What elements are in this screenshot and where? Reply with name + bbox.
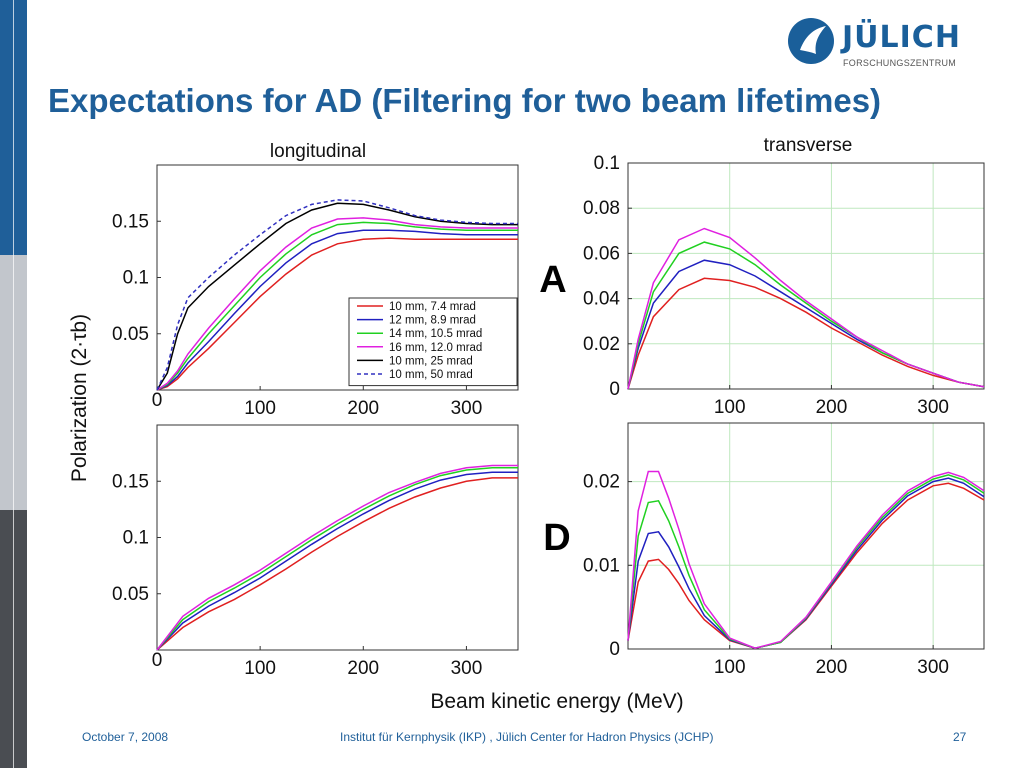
origin-label: 0 bbox=[152, 650, 163, 671]
series-line bbox=[156, 464, 518, 651]
origin-label: 0 bbox=[152, 390, 163, 411]
series-line bbox=[156, 202, 518, 391]
series-line bbox=[156, 467, 518, 651]
x-tick-label: 300 bbox=[917, 397, 949, 418]
series-line bbox=[156, 237, 518, 391]
x-tick-label: 100 bbox=[714, 397, 746, 418]
plot-frame bbox=[627, 162, 985, 390]
logo-subtitle: FORSCHUNGSZENTRUM bbox=[843, 58, 957, 68]
x-tick-label: 200 bbox=[816, 657, 848, 678]
julich-logo-mark-icon bbox=[788, 18, 834, 64]
y-tick-label: 0.06 bbox=[583, 243, 620, 264]
y-tick-label: 0.15 bbox=[112, 211, 149, 232]
footer-institute: Institut für Kernphysik (IKP) , Jülich C… bbox=[340, 730, 714, 744]
y-tick-label: 0 bbox=[609, 639, 620, 660]
y-tick-label: 0.05 bbox=[112, 584, 149, 605]
julich-logo: JÜLICH FORSCHUNGSZENTRUM bbox=[786, 14, 986, 76]
logo-wordmark: JÜLICH bbox=[842, 20, 961, 55]
series-line bbox=[156, 199, 518, 391]
y-tick-label: 0.04 bbox=[583, 289, 620, 310]
x-tick-label: 200 bbox=[816, 397, 848, 418]
y-axis-label: Polarization (2·τb) bbox=[68, 314, 91, 482]
plot-frame bbox=[156, 424, 519, 651]
series-line bbox=[156, 477, 518, 651]
y-tick-label: 0.1 bbox=[123, 528, 149, 549]
x-tick-label: 100 bbox=[244, 658, 276, 679]
legend-box bbox=[348, 297, 518, 387]
row-label-A: A bbox=[539, 259, 566, 301]
y-tick-label: 0 bbox=[609, 379, 620, 400]
legend-entry: 16 mm, 12.0 mrad bbox=[389, 342, 482, 354]
x-tick-label: 200 bbox=[347, 398, 379, 419]
series-line bbox=[627, 477, 985, 649]
series-line bbox=[627, 474, 985, 649]
series-line bbox=[156, 217, 518, 391]
series-line bbox=[627, 241, 985, 390]
series-line bbox=[156, 229, 518, 391]
y-tick-label: 0.1 bbox=[594, 153, 620, 174]
series-line bbox=[627, 277, 985, 390]
y-tick-label: 0.02 bbox=[583, 472, 620, 493]
sidebar-decoration bbox=[0, 0, 27, 768]
series-line bbox=[627, 227, 985, 390]
series-line bbox=[156, 471, 518, 651]
footer-date: October 7, 2008 bbox=[82, 730, 169, 744]
y-tick-label: 0.02 bbox=[583, 334, 620, 355]
column-label-longitudinal: longitudinal bbox=[270, 141, 366, 162]
x-tick-label: 100 bbox=[714, 657, 746, 678]
sidebar-divider bbox=[13, 0, 14, 768]
series-line bbox=[627, 470, 985, 649]
y-tick-label: 0.05 bbox=[112, 324, 149, 345]
y-tick-label: 0.1 bbox=[123, 268, 149, 289]
y-tick-label: 0.15 bbox=[112, 471, 149, 492]
x-tick-label: 200 bbox=[347, 658, 379, 679]
page-title: Expectations for AD (Filtering for two b… bbox=[48, 82, 882, 119]
legend-entry: 10 mm, 50 mrad bbox=[389, 369, 473, 381]
series-line bbox=[627, 259, 985, 390]
y-tick-label: 0.01 bbox=[583, 555, 620, 576]
page-number: 27 bbox=[953, 730, 967, 744]
column-label-transverse: transverse bbox=[764, 135, 853, 156]
legend-entry: 10 mm, 25 mrad bbox=[389, 355, 473, 367]
series-line bbox=[156, 221, 518, 391]
legend-entry: 14 mm, 10.5 mrad bbox=[389, 328, 482, 340]
y-tick-label: 0.08 bbox=[583, 198, 620, 219]
x-tick-label: 300 bbox=[451, 658, 483, 679]
x-tick-label: 300 bbox=[451, 398, 483, 419]
legend-entry: 12 mm, 8.9 mrad bbox=[389, 315, 476, 327]
x-axis-label: Beam kinetic energy (MeV) bbox=[430, 690, 683, 713]
x-tick-label: 100 bbox=[244, 398, 276, 419]
plot-frame bbox=[627, 422, 985, 650]
legend-entry: 10 mm, 7.4 mrad bbox=[389, 301, 476, 313]
x-tick-label: 300 bbox=[917, 657, 949, 678]
row-label-D: D bbox=[543, 517, 570, 559]
